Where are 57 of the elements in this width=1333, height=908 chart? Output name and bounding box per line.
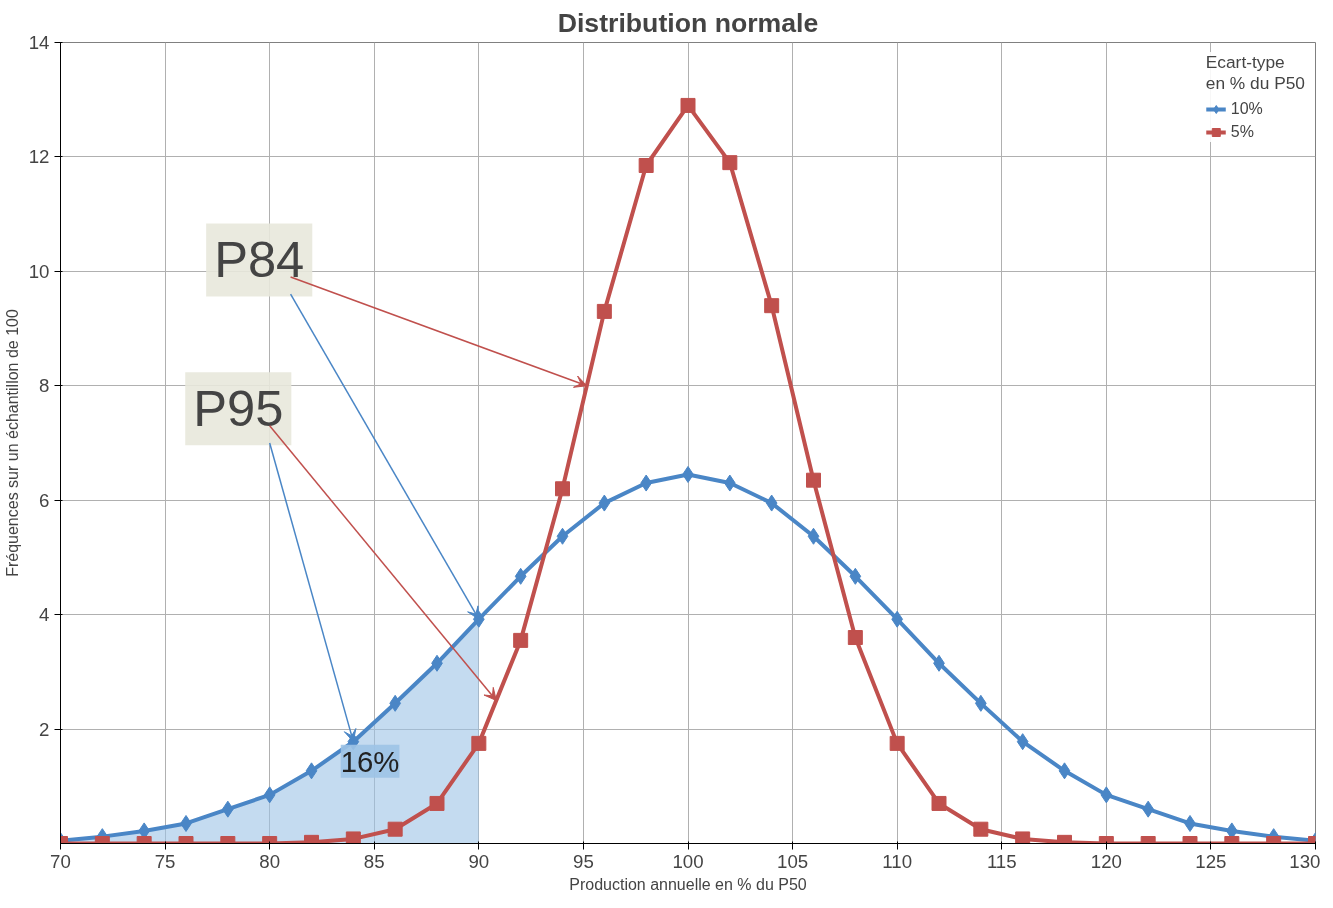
y-tick-label: 6 [39,489,50,511]
y-tick-label: 14 [28,32,50,53]
x-tick-label: 100 [672,850,704,872]
x-tick-label: 105 [777,850,809,872]
point [429,795,445,811]
point [847,630,863,646]
y-tick-label: 8 [39,375,50,397]
point [1058,762,1071,780]
point [722,155,738,171]
point [973,821,989,837]
point [471,735,487,751]
annotation: 16% [340,744,400,778]
point [680,97,696,113]
x-tick-label: 130 [1289,850,1321,872]
point [555,481,570,497]
x-tick-label: 90 [468,850,490,872]
point [889,735,905,751]
x-axis-title: Production annuelle en % du P50 [569,875,807,893]
y-tick-label: 12 [28,146,50,168]
x-tick-label: 115 [986,850,1017,872]
chart-title: Distribution normale [557,7,819,38]
point [1100,786,1113,804]
point [931,795,947,811]
y-tick-label: 10 [28,260,50,282]
legend-label: 10% [1230,100,1263,118]
y-axis-title: Fréquences sur un échantillon de 100 [3,309,21,577]
point [556,527,569,545]
point [764,298,780,314]
annotation: P95 [193,380,284,438]
legend-title: Ecart-type en % du P50 [1205,52,1305,94]
x-tick-label: 125 [1195,850,1227,872]
x-tick-label: 70 [50,850,71,872]
point [598,494,611,512]
point [514,567,527,585]
y-tick-label: 2 [39,718,50,740]
point [305,762,318,780]
annotation: P84 [214,231,305,289]
x-tick-label: 85 [363,850,385,872]
point [387,821,403,837]
point [596,303,612,319]
point [263,786,276,804]
point [807,527,820,545]
point [1015,831,1031,844]
point [849,567,862,585]
point [345,831,361,844]
x-tick-label: 110 [882,850,913,872]
point [638,158,654,174]
x-tick-label: 95 [573,850,594,872]
x-tick-label: 75 [154,850,176,872]
y-tick-label: 4 [39,604,50,626]
point [806,472,821,488]
legend-label: 5% [1230,123,1254,141]
x-tick-label: 80 [259,850,281,872]
x-tick-label: 120 [1090,850,1122,872]
point [765,494,778,512]
point [513,632,529,648]
point [1016,733,1029,751]
